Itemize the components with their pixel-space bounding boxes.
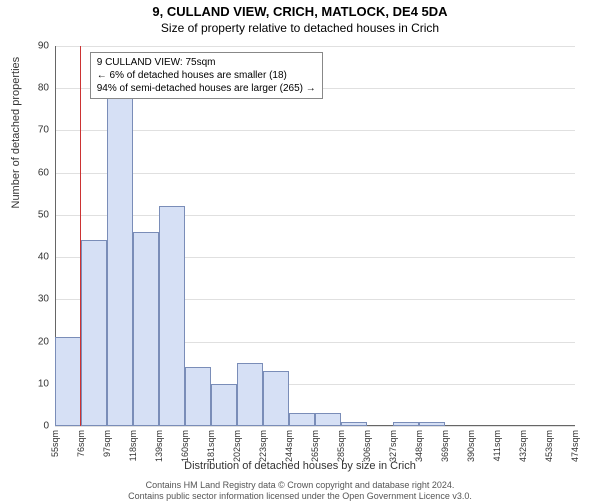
histogram-bar: [341, 422, 367, 426]
xtick-label: 390sqm: [466, 430, 476, 462]
histogram-bar: [289, 413, 315, 426]
xtick-label: 453sqm: [544, 430, 554, 462]
ytick-label: 50: [38, 209, 49, 220]
annotation-box: 9 CULLAND VIEW: 75sqm← 6% of detached ho…: [90, 52, 323, 99]
xtick-label: 327sqm: [388, 430, 398, 462]
xtick-label: 55sqm: [50, 430, 60, 457]
grid-line: [55, 426, 575, 427]
histogram-bar: [237, 363, 263, 426]
xtick-label: 474sqm: [570, 430, 580, 462]
ytick-label: 40: [38, 252, 49, 263]
annotation-line: ← 6% of detached houses are smaller (18): [97, 69, 316, 82]
footer-line1: Contains HM Land Registry data © Crown c…: [0, 480, 600, 491]
histogram-bar: [185, 367, 211, 426]
histogram-bar: [419, 422, 445, 426]
xtick-label: 202sqm: [232, 430, 242, 462]
histogram-bar: [159, 206, 185, 426]
xtick-label: 306sqm: [362, 430, 372, 462]
ytick-label: 0: [43, 421, 49, 432]
footer-text: Contains HM Land Registry data © Crown c…: [0, 480, 600, 503]
annotation-line: 94% of semi-detached houses are larger (…: [97, 82, 316, 95]
xtick-label: 244sqm: [284, 430, 294, 462]
xtick-label: 139sqm: [154, 430, 164, 462]
ytick-label: 70: [38, 125, 49, 136]
xtick-label: 97sqm: [102, 430, 112, 457]
histogram-bar: [393, 422, 419, 426]
reference-line: [80, 46, 81, 426]
xtick-label: 285sqm: [336, 430, 346, 462]
histogram-bar: [81, 240, 107, 426]
histogram-bar: [211, 384, 237, 426]
xtick-label: 432sqm: [518, 430, 528, 462]
ytick-label: 90: [38, 41, 49, 52]
grid-line: [55, 173, 575, 174]
ytick-label: 30: [38, 294, 49, 305]
ytick-label: 80: [38, 83, 49, 94]
grid-line: [55, 215, 575, 216]
x-axis-label: Distribution of detached houses by size …: [0, 460, 600, 472]
histogram-bar: [315, 413, 341, 426]
xtick-label: 223sqm: [258, 430, 268, 462]
histogram-bar: [263, 371, 289, 426]
xtick-label: 181sqm: [206, 430, 216, 462]
grid-line: [55, 130, 575, 131]
footer-line2: Contains public sector information licen…: [0, 491, 600, 502]
xtick-label: 369sqm: [440, 430, 450, 462]
xtick-label: 160sqm: [180, 430, 190, 462]
grid-line: [55, 46, 575, 47]
y-axis-label: Number of detached properties: [10, 57, 22, 209]
histogram-bar: [55, 337, 81, 426]
xtick-label: 265sqm: [310, 430, 320, 462]
xtick-label: 118sqm: [128, 430, 138, 461]
xtick-label: 348sqm: [414, 430, 424, 462]
ytick-label: 20: [38, 336, 49, 347]
chart-subtitle: Size of property relative to detached ho…: [0, 21, 600, 35]
plot-area: 010203040506070809055sqm76sqm97sqm118sqm…: [55, 46, 575, 426]
xtick-label: 411sqm: [492, 430, 502, 461]
xtick-label: 76sqm: [76, 430, 86, 457]
chart-title: 9, CULLAND VIEW, CRICH, MATLOCK, DE4 5DA: [0, 4, 600, 19]
ytick-label: 10: [38, 378, 49, 389]
annotation-line: 9 CULLAND VIEW: 75sqm: [97, 56, 316, 69]
histogram-bar: [133, 232, 159, 426]
ytick-label: 60: [38, 167, 49, 178]
histogram-bar: [107, 97, 133, 426]
